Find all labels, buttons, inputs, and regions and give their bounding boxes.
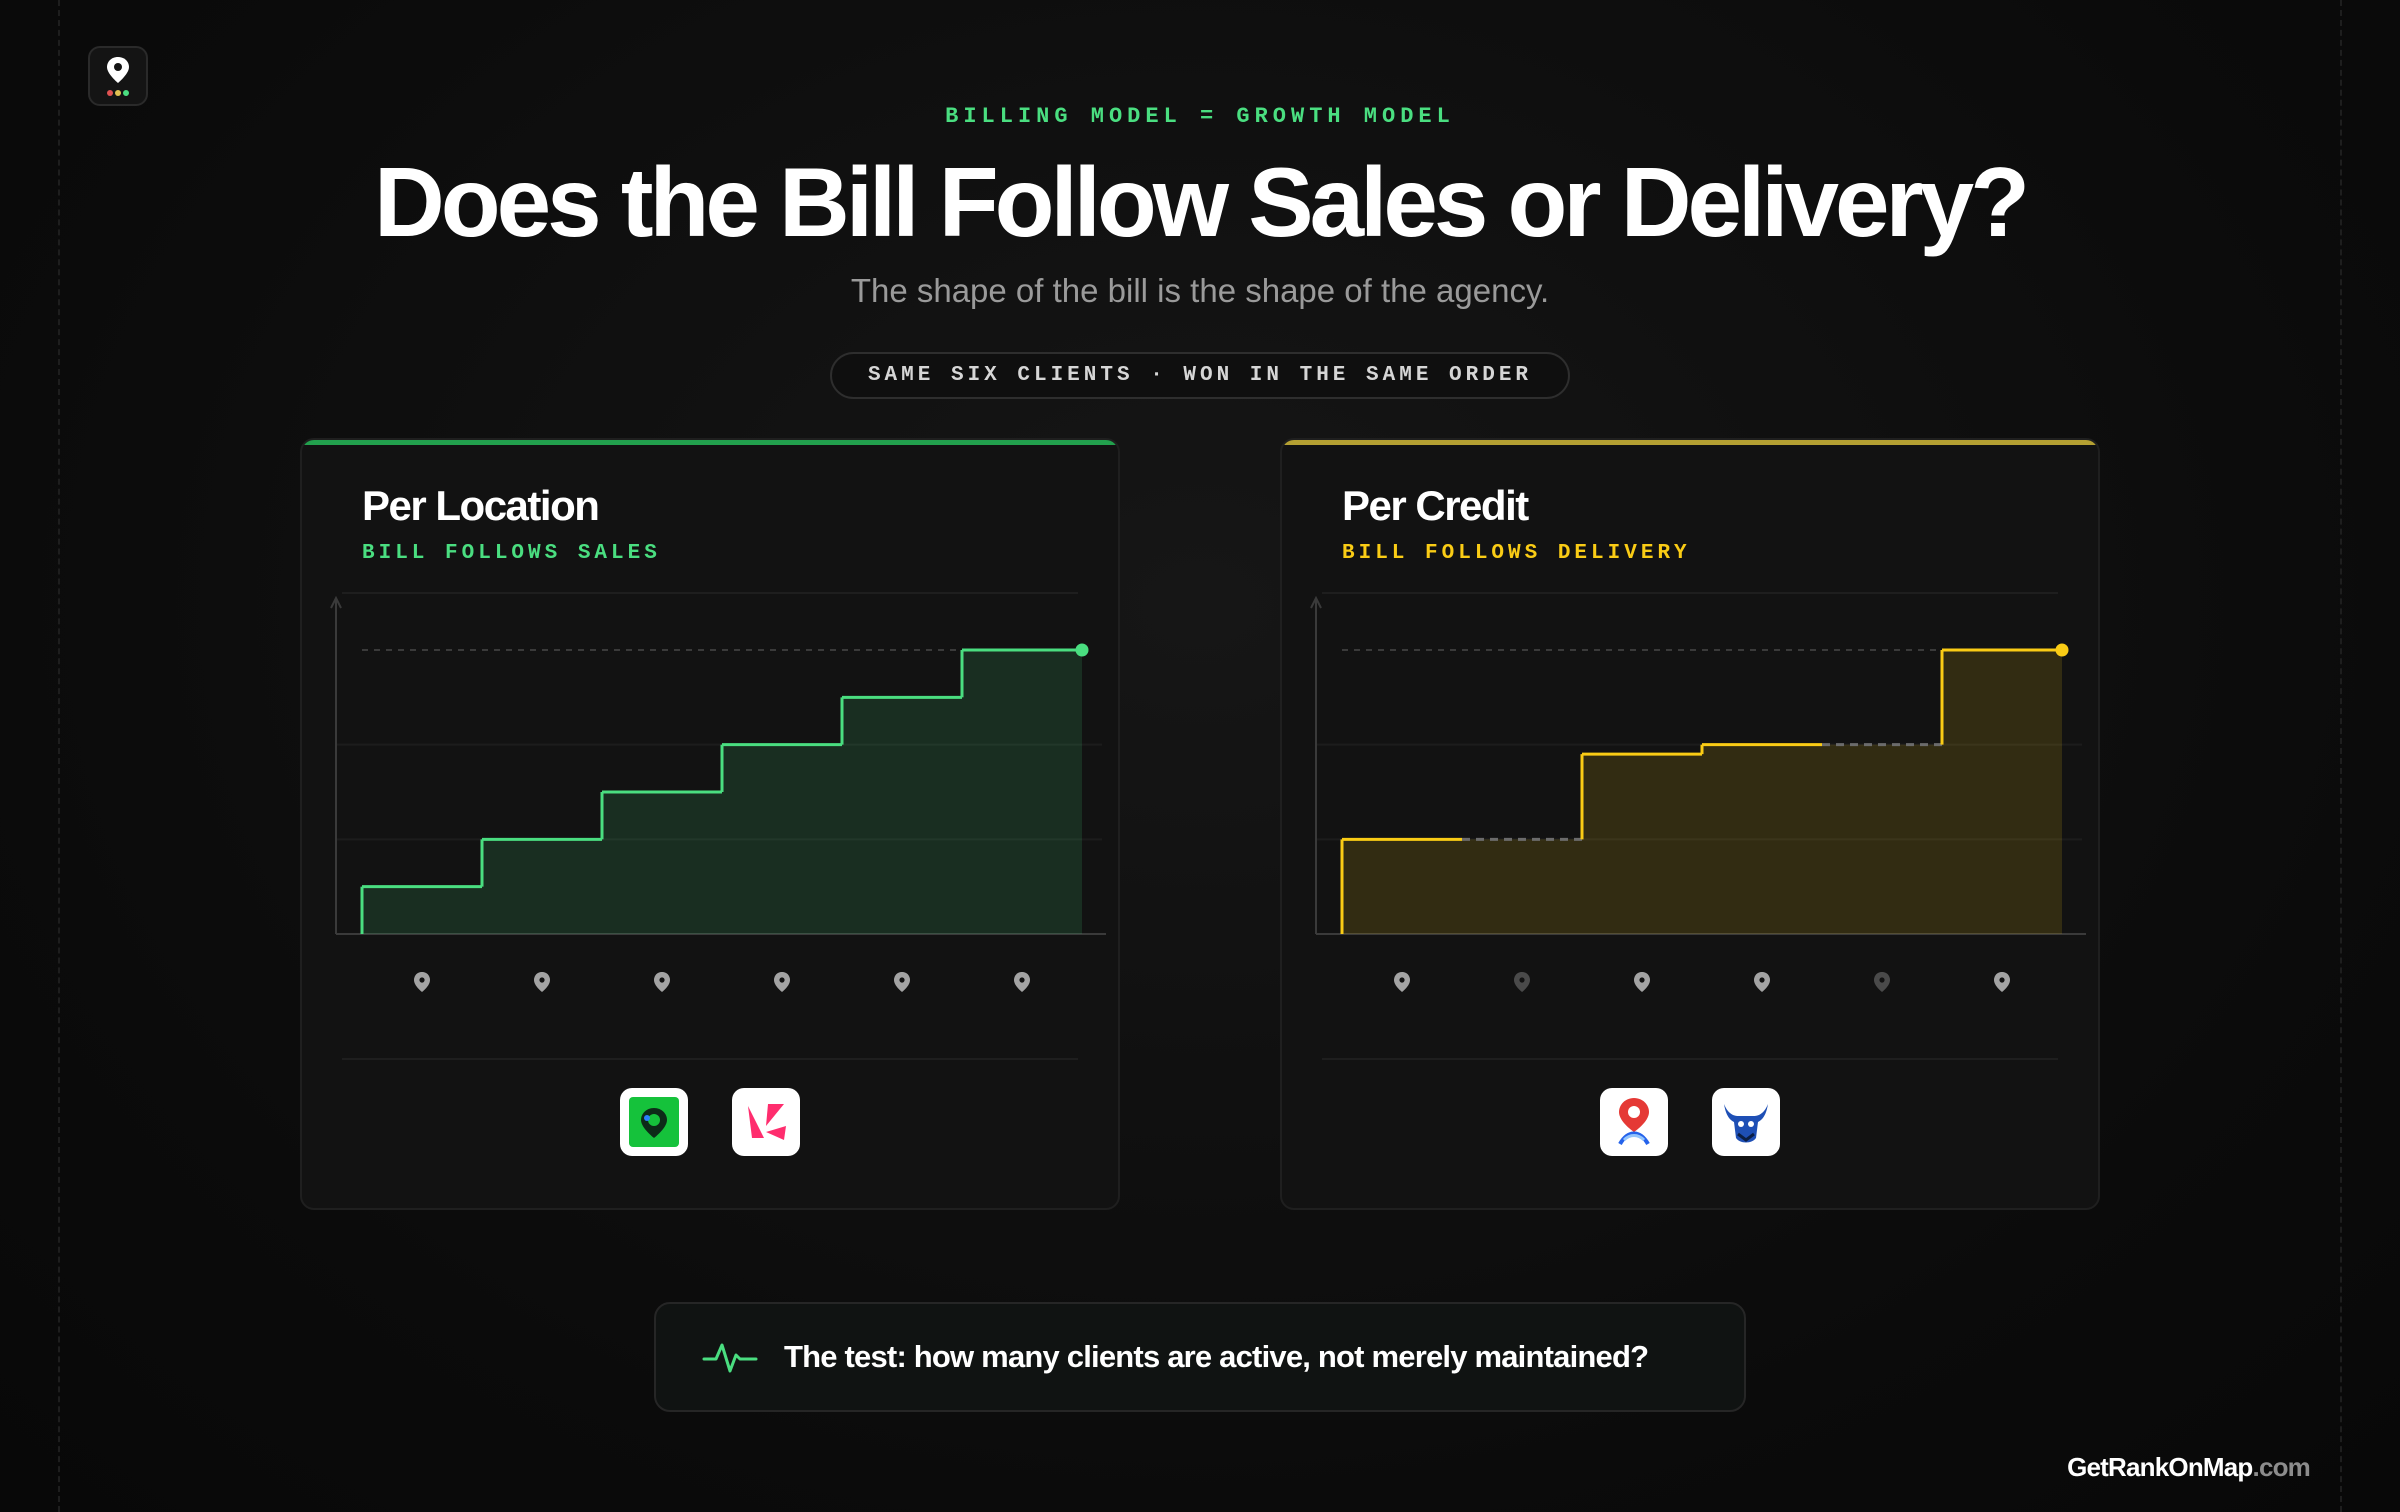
pin-hole <box>1399 977 1405 983</box>
pin-hole <box>1999 977 2005 983</box>
per-credit-chart <box>1310 595 2086 992</box>
map-pin-green-app-icon[interactable] <box>620 1088 688 1156</box>
client-pin-icon <box>414 972 430 992</box>
brand-wordmark[interactable]: GetRankOnMap.com <box>2067 1452 2311 1483</box>
context-pill: SAME SIX CLIENTS · WON IN THE SAME ORDER <box>829 352 1571 399</box>
pink-chevron-app-icon[interactable] <box>732 1088 800 1156</box>
per-location-chart <box>330 595 1106 992</box>
page-title: Does the Bill Follow Sales or Delivery? <box>373 147 2030 257</box>
panel-subtitle: BILL FOLLOWS SALES <box>362 542 661 565</box>
pin-hole <box>1639 977 1645 983</box>
client-pin-icon <box>1994 972 2010 992</box>
activity-pulse-icon <box>702 1343 758 1373</box>
pin-hole <box>1759 977 1765 983</box>
client-pin-icon <box>1394 972 1410 992</box>
pin-hole <box>779 977 785 983</box>
panel-divider <box>1322 592 2058 594</box>
eyebrow: BILLING MODEL = GROWTH MODEL <box>945 104 1455 129</box>
tool-logos <box>302 1088 1118 1156</box>
pin-hole <box>1519 977 1525 983</box>
area-fill <box>1342 650 2062 934</box>
test-callout: The test: how many clients are active, n… <box>654 1302 1746 1412</box>
client-pin-icon <box>654 972 670 992</box>
y-axis-arrow <box>330 595 342 609</box>
map-pin-ribbon-app-icon[interactable] <box>1600 1088 1668 1156</box>
client-pin-icon <box>1754 972 1770 992</box>
panel-per-location: Per Location BILL FOLLOWS SALES <box>300 438 1120 1210</box>
client-pin-icon <box>1514 972 1530 992</box>
pin-hole <box>539 977 545 983</box>
pin-hole <box>1019 977 1025 983</box>
panel-title: Per Credit <box>1342 482 1529 529</box>
panel-title: Per Location <box>362 482 600 529</box>
brand-name: GetRankOnMap <box>2067 1452 2253 1482</box>
client-pin-icon <box>774 972 790 992</box>
endpoint-dot <box>2055 643 2069 657</box>
panel-divider <box>342 592 1078 594</box>
page-subtitle: The shape of the bill is the shape of th… <box>850 272 1550 309</box>
app-logo[interactable] <box>88 46 148 106</box>
map-pin-logo-icon <box>107 57 129 96</box>
pin-hole <box>659 977 665 983</box>
guide-line-right <box>2340 0 2342 1512</box>
panel-divider <box>342 1058 1078 1060</box>
guide-line-left <box>58 0 60 1512</box>
panel-divider <box>1322 1058 2058 1060</box>
pin-hole <box>899 977 905 983</box>
panel-accent-bar <box>302 440 1118 445</box>
client-pin-icon <box>1014 972 1030 992</box>
tool-logos <box>1282 1088 2098 1156</box>
bull-mascot-app-icon[interactable] <box>1712 1088 1780 1156</box>
y-axis-arrow <box>1310 595 1322 609</box>
panel-per-credit: Per Credit BILL FOLLOWS DELIVERY <box>1280 438 2100 1210</box>
endpoint-dot <box>1075 643 1089 657</box>
client-pin-icon <box>1634 972 1650 992</box>
brand-tld: .com <box>2252 1452 2311 1482</box>
client-pin-icon <box>534 972 550 992</box>
gridlines <box>336 743 1102 841</box>
test-question: The test: how many clients are active, n… <box>784 1339 1649 1374</box>
pin-hole <box>1879 977 1885 983</box>
client-pin-icon <box>1874 972 1890 992</box>
client-pin-icon <box>894 972 910 992</box>
panel-accent-bar <box>1282 440 2098 445</box>
panel-subtitle: BILL FOLLOWS DELIVERY <box>1342 542 1691 565</box>
pin-hole <box>419 977 425 983</box>
